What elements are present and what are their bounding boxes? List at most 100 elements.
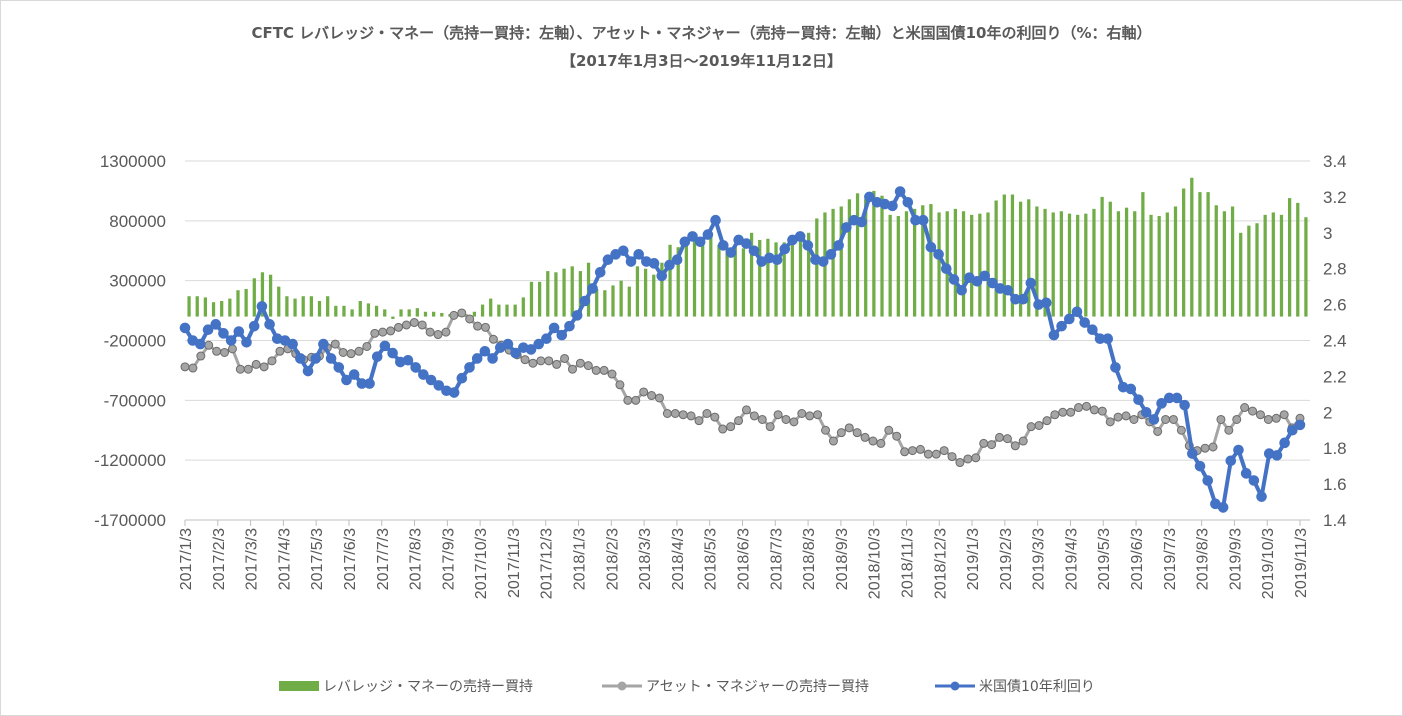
x-tick-label: 2019/2/3: [998, 528, 1015, 590]
data-point: [387, 347, 398, 359]
data-point: [1025, 277, 1037, 289]
bar: [252, 278, 256, 317]
data-point: [779, 243, 791, 255]
data-point: [433, 330, 443, 340]
bar: [415, 308, 419, 317]
data-point: [325, 353, 337, 364]
data-point: [204, 340, 214, 350]
bar: [1222, 211, 1227, 317]
bar: [1165, 212, 1169, 317]
data-point: [196, 351, 206, 361]
x-tick-label: 2017/4/3: [276, 528, 293, 590]
y-right-tick-label: 3.2: [1323, 188, 1347, 207]
data-point: [868, 436, 878, 446]
data-point: [464, 362, 475, 373]
data-point: [940, 263, 952, 275]
data-point: [567, 364, 577, 374]
data-point: [686, 411, 696, 421]
bar: [374, 305, 379, 317]
bar: [529, 281, 534, 317]
bar: [505, 304, 509, 317]
bar: [912, 208, 917, 317]
data-point: [963, 454, 973, 464]
x-tick-label: 2019/3/3: [1031, 528, 1048, 590]
bar: [1084, 213, 1088, 317]
data-point: [741, 405, 751, 415]
data-point: [1026, 422, 1036, 432]
data-point: [541, 333, 552, 345]
bar: [521, 297, 525, 317]
data-point: [1171, 392, 1183, 404]
data-point: [564, 320, 575, 332]
bar: [660, 262, 664, 317]
bar: [627, 286, 631, 317]
bar: [497, 304, 501, 317]
data-point: [528, 358, 538, 368]
data-point: [900, 447, 910, 457]
data-point: [287, 338, 298, 350]
bar: [1287, 198, 1292, 317]
x-tick-label: 2019/10/3: [1260, 528, 1277, 599]
legend: レバレッジ・マネーの売持ー買持 アセット・マネジャーの売持ー買持 米国債10年利…: [0, 674, 1403, 698]
data-point: [195, 338, 206, 350]
data-point: [971, 275, 983, 287]
data-point: [473, 321, 483, 331]
data-point: [1034, 420, 1044, 430]
bar: [1149, 214, 1153, 317]
data-point: [556, 329, 568, 341]
bar: [611, 285, 615, 317]
bar: [187, 296, 191, 317]
x-tick-label: 2019/9/3: [1227, 528, 1244, 590]
bar: [994, 200, 998, 317]
bar: [432, 311, 436, 317]
x-tick-label: 2018/7/3: [768, 528, 785, 590]
bar: [537, 281, 542, 317]
bar: [709, 235, 713, 317]
y-right-tick-label: 2.8: [1323, 260, 1347, 279]
data-point: [179, 322, 191, 334]
data-point: [794, 231, 806, 242]
bar: [741, 248, 746, 317]
bar: [440, 312, 444, 317]
data-point: [852, 428, 862, 438]
data-point: [256, 301, 268, 312]
data-point: [510, 347, 521, 359]
data-point: [502, 338, 514, 350]
bar: [1116, 211, 1121, 317]
data-point: [1110, 362, 1121, 373]
x-tick-label: 2019/7/3: [1162, 528, 1179, 590]
data-point: [702, 229, 714, 240]
bar: [831, 208, 835, 317]
data-point: [425, 327, 435, 337]
data-point: [1224, 425, 1234, 435]
data-point: [607, 369, 617, 379]
x-tick-label: 2018/1/3: [572, 528, 589, 590]
data-point: [1074, 403, 1084, 413]
bar: [1108, 201, 1112, 317]
y-left-tick-label: 300000: [109, 272, 166, 291]
y-left-tick-label: -700000: [104, 391, 166, 410]
data-point: [876, 438, 886, 448]
bar: [301, 296, 305, 317]
data-point: [225, 335, 237, 346]
chart-subtitle: 【2017年1月3日～2019年11月12日】: [560, 52, 843, 70]
data-point: [647, 391, 657, 401]
data-point: [671, 254, 683, 266]
bar: [937, 212, 941, 317]
data-point: [1102, 333, 1114, 345]
bar: [1255, 223, 1259, 317]
bar: [896, 216, 900, 317]
bar: [326, 296, 330, 317]
data-point: [575, 358, 585, 368]
data-point: [979, 438, 989, 448]
y-right-tick-label: 2.4: [1323, 332, 1347, 351]
data-point: [771, 254, 783, 266]
x-tick-label: 2018/6/3: [736, 528, 753, 590]
data-point: [931, 449, 941, 459]
data-point: [923, 449, 933, 459]
data-point: [233, 326, 245, 337]
data-point: [251, 359, 261, 369]
bar: [1124, 207, 1129, 317]
data-point: [220, 347, 230, 357]
data-point: [264, 319, 275, 330]
